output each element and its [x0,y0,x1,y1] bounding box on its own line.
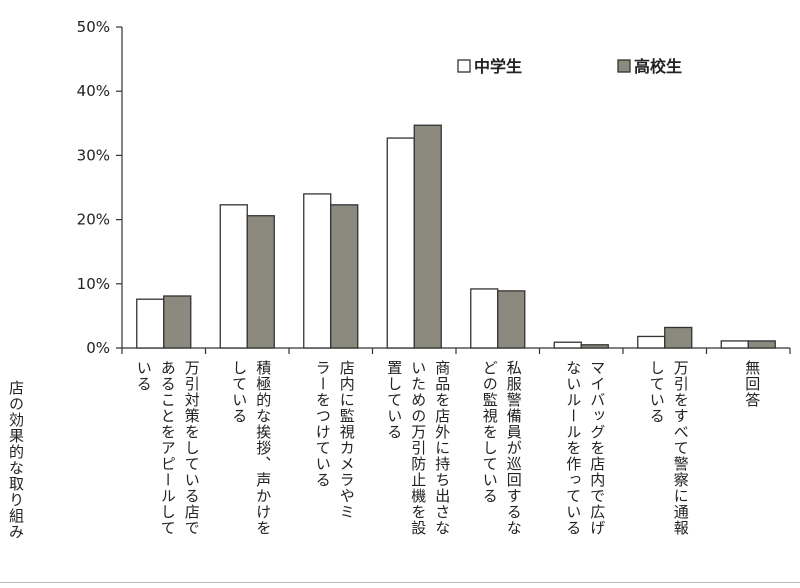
y-tick-label: 0% [86,339,110,357]
legend-label: 中学生 [474,57,522,76]
category-label: 店内に監視カメラやミ ラーをつけている [313,360,356,520]
y-tick-label: 10% [77,275,110,293]
category-label: 私服警備員が巡回するな どの監視をしている [480,360,523,536]
x-axis-title: 店の効果的な取り組み [7,380,25,540]
bar-series1 [219,204,248,349]
bar-series2 [330,204,359,349]
bar-series2 [163,295,192,349]
category-label: 万引をすべて警察に通報 している [647,360,690,536]
category-label: 無回答 [743,360,762,408]
bar-series1 [553,341,582,349]
bar-series2 [246,215,275,349]
bar-series1 [470,288,499,349]
bar-series1 [720,340,749,349]
bar-series1 [637,335,666,349]
y-tick-label: 40% [77,82,110,100]
legend-swatch [457,59,471,73]
bar-series2 [413,124,442,349]
bar-series1 [303,193,332,349]
y-tick-label: 20% [77,211,110,229]
category-label: 万引対策をしている店で あることをアピールして いる [134,360,201,536]
bar-series1 [386,137,415,349]
legend-swatch [617,59,631,73]
bar-series2 [580,344,609,349]
category-label: 積極的な挨拶、声かけを している [230,360,273,536]
bar-series2 [664,326,693,349]
y-tick-label: 50% [77,18,110,36]
legend-label: 高校生 [634,57,682,76]
y-tick-label: 30% [77,146,110,164]
bars [136,124,776,349]
bottom-divider [0,582,800,583]
bar-series2 [497,290,526,349]
legend: 中学生 高校生 [457,57,682,76]
category-label: マイバッグを店内で広げ ないルールを作っている [564,360,607,536]
category-label: 商品を店外に持ち出さな いための万引防止機を設 置している [385,360,452,536]
bar-series2 [747,340,776,349]
bar-series1 [136,298,165,349]
